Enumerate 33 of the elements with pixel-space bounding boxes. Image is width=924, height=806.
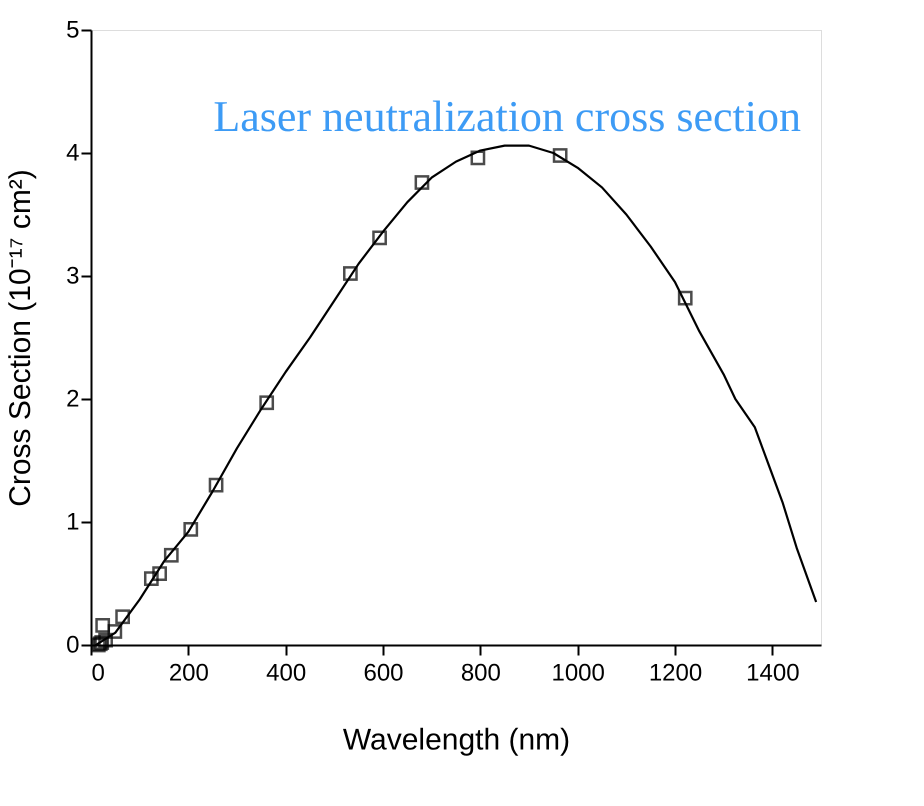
x-tick-label: 1400 — [746, 660, 800, 686]
point — [183, 522, 198, 537]
x-tick-label: 600 — [363, 660, 404, 686]
x-axis-title: Wavelength (nm) — [342, 724, 570, 756]
y-tick-label: 0 — [66, 632, 80, 658]
point — [152, 566, 167, 582]
point — [372, 230, 387, 246]
x-tick-label: 200 — [168, 660, 209, 686]
point — [208, 478, 224, 492]
x-tick-label: 1200 — [648, 660, 702, 686]
point — [414, 175, 430, 190]
x-tick-label: 800 — [460, 660, 501, 686]
point — [115, 609, 130, 624]
x-tick-label: 0 — [92, 660, 105, 686]
x-tick-label: 400 — [266, 660, 306, 686]
point — [678, 290, 693, 306]
point — [95, 618, 110, 633]
point — [470, 150, 486, 166]
point — [107, 624, 122, 639]
point — [164, 548, 179, 563]
annotation: Laser neutralization cross section — [213, 92, 801, 141]
y-tick-label: 2 — [66, 386, 80, 412]
y-tick-label: 5 — [66, 16, 80, 44]
y-axis-title: Cross Section (10⁻¹⁷ cm²) — [4, 169, 38, 507]
point — [343, 266, 358, 281]
y-tick-label: 3 — [66, 262, 80, 290]
point — [552, 148, 568, 163]
y-tick-label: 4 — [66, 140, 80, 166]
point — [144, 571, 159, 586]
point — [259, 395, 274, 410]
y-tick-label: 1 — [66, 508, 80, 536]
point — [98, 632, 113, 648]
x-tick-label: 1000 — [551, 660, 605, 686]
